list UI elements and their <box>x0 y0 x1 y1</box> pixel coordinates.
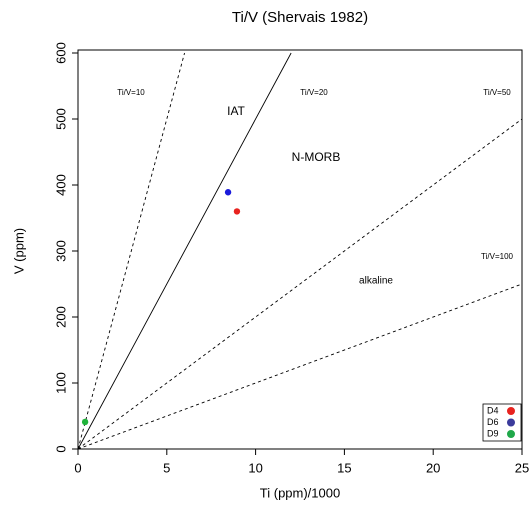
data-point <box>81 418 89 426</box>
x-tick-label: 0 <box>74 460 81 475</box>
reference-line-label: Ti/V=100 <box>481 252 513 261</box>
plot-frame <box>77 49 523 450</box>
legend-label: D9 <box>487 428 499 438</box>
x-tick-label: 15 <box>337 460 351 475</box>
y-tick-label: 200 <box>53 306 68 328</box>
reference-line <box>77 118 523 450</box>
reference-line <box>77 52 292 450</box>
reference-line-label: Ti/V=10 <box>117 88 145 97</box>
x-tick-label: 20 <box>426 460 440 475</box>
legend-swatch <box>507 430 515 438</box>
reference-line-label: Ti/V=20 <box>300 88 328 97</box>
y-tick-label: 400 <box>53 174 68 196</box>
reference-line <box>77 52 185 450</box>
legend-swatch <box>507 418 515 427</box>
x-tick-label: 10 <box>248 460 262 475</box>
y-tick-label: 500 <box>53 108 68 130</box>
y-tick-label: 600 <box>53 42 68 64</box>
data-point <box>233 208 241 215</box>
field-label: alkaline <box>359 276 393 287</box>
data-point <box>224 189 232 196</box>
chart-title: Ti/V (Shervais 1982) <box>232 9 368 26</box>
y-tick-label: 0 <box>53 445 68 452</box>
legend-swatch <box>507 407 515 415</box>
legend-label: D4 <box>487 405 499 415</box>
legend-label: D6 <box>487 417 499 427</box>
reference-line <box>77 283 523 450</box>
y-axis-label: V (ppm) <box>11 228 26 274</box>
field-label: N-MORB <box>292 150 341 164</box>
reference-line-label: Ti/V=50 <box>483 88 511 97</box>
x-tick-label: 5 <box>163 460 170 475</box>
x-axis-label: Ti (ppm)/1000 <box>260 485 340 500</box>
y-tick-label: 300 <box>53 240 68 262</box>
field-label: IAT <box>227 104 245 118</box>
x-tick-label: 25 <box>515 460 529 475</box>
y-tick-label: 100 <box>53 372 68 394</box>
